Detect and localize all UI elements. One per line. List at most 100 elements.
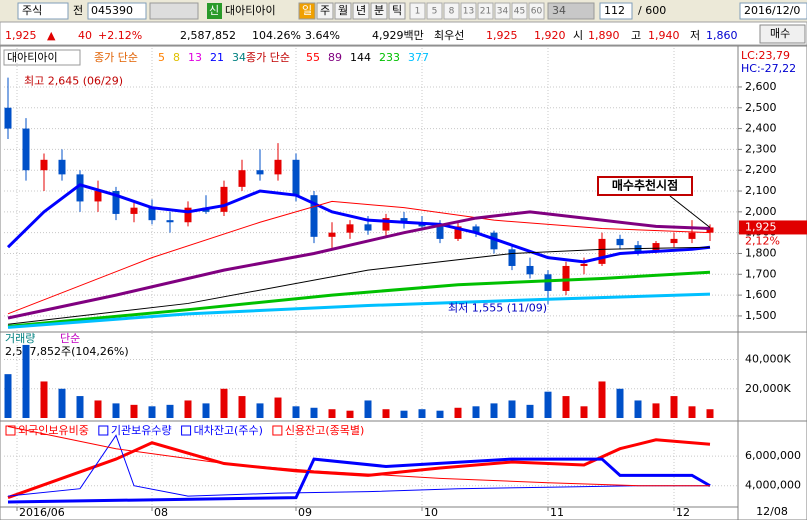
annotation-arrow xyxy=(669,195,711,228)
volume-bar xyxy=(616,388,624,418)
candle-body xyxy=(292,159,300,196)
ma-legend: 55 xyxy=(306,51,320,64)
y-tick-label: 2,400 xyxy=(745,122,777,135)
credit-badge xyxy=(207,3,222,19)
volume-bar xyxy=(580,406,588,418)
period-label: 틱 xyxy=(392,4,402,17)
period-label: 주 xyxy=(320,4,330,17)
legend-swatch xyxy=(272,425,283,436)
candle-body xyxy=(382,218,390,231)
candle-body xyxy=(310,195,318,237)
icon-buttons[interactable] xyxy=(149,2,199,20)
ma-legend: 5 xyxy=(158,51,165,64)
volume-bar xyxy=(40,381,48,418)
minute-button[interactable] xyxy=(477,2,494,20)
volume-bar xyxy=(598,381,606,418)
candle-body xyxy=(274,159,282,175)
volume-bar xyxy=(418,409,426,418)
candle-body xyxy=(670,238,678,244)
volume-bar xyxy=(400,410,408,418)
volume: 2,587,852 xyxy=(180,29,236,42)
open: 1,890 xyxy=(588,29,620,42)
minute-selected: 34 xyxy=(552,4,566,17)
candle-body xyxy=(652,243,660,252)
volume-bar xyxy=(526,404,534,418)
buy: 매수 xyxy=(770,27,790,40)
candle-body xyxy=(256,170,264,175)
volume-bar xyxy=(166,404,174,418)
period-button[interactable] xyxy=(334,2,352,20)
y-tick-label: 1,800 xyxy=(745,246,777,259)
x-tick-label: 11 xyxy=(550,506,564,519)
volume-bar xyxy=(94,400,102,418)
candle-body xyxy=(58,159,66,175)
candle-body xyxy=(544,274,552,291)
volume-bar xyxy=(364,400,372,418)
ma-legend: 34 xyxy=(232,51,246,64)
last-price: 1,925 xyxy=(745,220,777,233)
y-tick-label: 1,600 xyxy=(745,288,777,301)
period-label: 일 xyxy=(302,3,312,17)
minute-select[interactable] xyxy=(547,2,595,20)
y-tick-label: 2,300 xyxy=(745,142,777,155)
ma-legend: 13 xyxy=(188,51,202,64)
open-label: 시 xyxy=(573,29,583,42)
candle-body xyxy=(688,232,696,239)
volume-bar xyxy=(346,410,354,418)
moving-average xyxy=(6,183,711,264)
low: 1,860 xyxy=(706,29,738,42)
candle-body xyxy=(112,191,120,214)
period-button[interactable] xyxy=(316,2,334,20)
volume-bar xyxy=(652,403,660,418)
market-select[interactable] xyxy=(17,2,69,20)
vol-ratio: 104.26% xyxy=(252,29,301,42)
rate: +2.12% xyxy=(98,29,142,42)
candle-body xyxy=(130,207,138,214)
high-label: 고 xyxy=(631,29,641,42)
volume-bar xyxy=(256,403,264,418)
minute-button[interactable] xyxy=(528,2,545,20)
minute-button[interactable] xyxy=(494,2,511,20)
x-tick-label: 09 xyxy=(298,506,312,519)
period-button[interactable] xyxy=(352,2,370,20)
volume-bar xyxy=(634,400,642,418)
minute-button[interactable] xyxy=(511,2,528,20)
period-button[interactable] xyxy=(370,2,388,20)
x-tick-label: 12 xyxy=(676,506,690,519)
minute-label: 8 xyxy=(449,7,455,17)
volume-bar xyxy=(328,409,336,418)
candle-body xyxy=(148,207,156,221)
candle-body xyxy=(364,224,372,231)
minute-button[interactable] xyxy=(426,2,443,20)
legend-label: 외국인보유비중 xyxy=(18,424,89,437)
minute-button[interactable] xyxy=(409,2,426,20)
candle-body xyxy=(472,226,480,233)
market: 주식 xyxy=(22,4,42,17)
y-tick-label: 2,000 xyxy=(745,205,777,218)
count-input[interactable] xyxy=(599,2,633,20)
minute-label: 1 xyxy=(415,7,421,17)
period-button[interactable] xyxy=(298,2,316,20)
period-button[interactable] xyxy=(388,2,406,20)
prev-label: 전 xyxy=(73,4,83,17)
legend-swatch xyxy=(181,425,192,436)
candle-body xyxy=(616,238,624,246)
buy-button[interactable] xyxy=(759,24,806,44)
annotation: 매수추천시점 xyxy=(612,178,678,193)
volume-bar xyxy=(238,396,246,418)
candle-body xyxy=(490,232,498,250)
y-tick-label: 20,000K xyxy=(745,382,791,395)
date-input[interactable] xyxy=(739,2,807,20)
code-input[interactable] xyxy=(87,2,147,20)
minute-button[interactable] xyxy=(460,2,477,20)
period-label: 년 xyxy=(356,4,366,17)
volume-bar xyxy=(112,403,120,418)
candle-body xyxy=(598,238,606,264)
candle-body xyxy=(508,249,516,266)
legend-label: 대차잔고(주수) xyxy=(194,424,263,437)
minute-button[interactable] xyxy=(443,2,460,20)
volume-bar xyxy=(148,406,156,418)
amount: 4,929백만 xyxy=(372,29,424,42)
candle-body xyxy=(346,224,354,233)
chart-name: 대아티아이 xyxy=(7,51,58,64)
